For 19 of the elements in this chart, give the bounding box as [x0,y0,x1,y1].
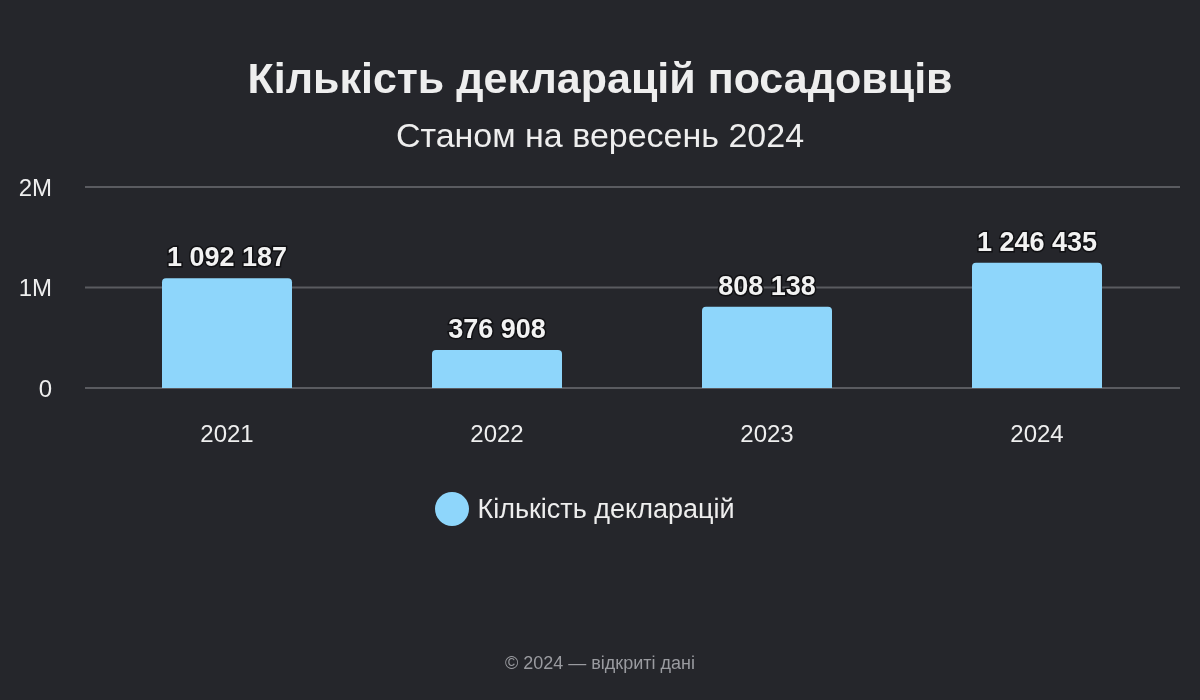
data-label: 1 246 435 [976,226,1098,257]
y-tick-label: 0 [38,374,52,402]
x-tick-label: 2024 [1010,420,1064,448]
data-label: 808 138 [718,270,816,301]
data-label: 376 908 [448,314,546,345]
y-tick-label: 1M [18,274,52,302]
y-tick-label: 2M [18,173,52,201]
legend-label: Кількість декларацій [477,493,735,524]
x-tick-label: 2021 [200,420,254,448]
text: © 2024 — відкриті дані [504,653,695,673]
data-label: 1 092 187 [166,242,288,273]
x-tick-label: 2022 [470,420,524,448]
bar [162,278,292,388]
bar [432,350,562,388]
chart-title: Кількість декларацій посадовців [247,54,953,102]
x-tick-label: 2023 [740,420,794,448]
bar [972,262,1102,388]
chart-subtitle: Станом на вересень 2024 [395,116,805,154]
bar [702,306,832,388]
